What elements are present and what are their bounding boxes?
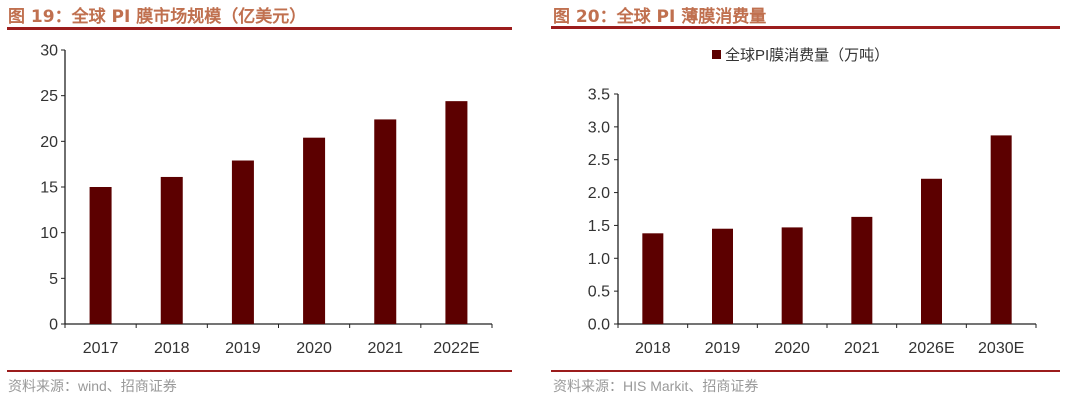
y-tick-label: 2.5 bbox=[588, 152, 610, 169]
x-tick-label: 2018 bbox=[635, 340, 671, 357]
figure-19-chart: 0 5 10 15 20 25 30 2017 2018 2019 2020 2021 2022E bbox=[40, 43, 493, 357]
x-tick-label: 2021 bbox=[844, 340, 880, 357]
title-rule bbox=[7, 27, 512, 30]
y-tick-label: 10 bbox=[40, 225, 58, 242]
figure-19-source: 资料来源：wind、招商证券 bbox=[8, 378, 177, 394]
bar-2018 bbox=[642, 233, 664, 324]
figure-19-title: 图 19：全球 PI 膜市场规模（亿美元） bbox=[8, 7, 307, 27]
x-tick-label: 2021 bbox=[367, 340, 403, 357]
y-tick-label: 0.5 bbox=[588, 284, 610, 301]
x-tick-label: 2019 bbox=[705, 340, 741, 357]
y-tick-label: 15 bbox=[40, 180, 58, 197]
bar-2030E bbox=[990, 135, 1012, 324]
bar-2021 bbox=[374, 119, 397, 324]
y-tick-label: 25 bbox=[40, 88, 58, 105]
x-tick-label: 2030E bbox=[978, 340, 1024, 357]
figure-20-title: 图 20：全球 PI 薄膜消费量 bbox=[553, 7, 767, 27]
bar-2017 bbox=[89, 187, 112, 324]
x-tick-label: 2020 bbox=[296, 340, 332, 357]
y-tick-label: 3.5 bbox=[588, 87, 610, 104]
x-tick-label: 2019 bbox=[225, 340, 261, 357]
x-tick-label: 2017 bbox=[83, 340, 119, 357]
figure-19-panel: 图 19：全球 PI 膜市场规模（亿美元） 0 5 10 15 20 25 30 2017 20… bbox=[7, 7, 512, 394]
y-tick-label: 2.0 bbox=[588, 185, 610, 202]
bar-2018 bbox=[160, 176, 183, 324]
bar-2019 bbox=[231, 160, 254, 324]
bar-2020 bbox=[303, 137, 326, 324]
bar-2019 bbox=[712, 228, 733, 324]
legend-swatch bbox=[712, 50, 721, 59]
bar-2020 bbox=[781, 227, 803, 324]
bar-2022E bbox=[445, 101, 468, 324]
y-tick-label: 1.0 bbox=[588, 251, 610, 268]
y-tick-label: 0.0 bbox=[588, 317, 610, 334]
y-tick-label: 30 bbox=[40, 43, 58, 60]
x-tick-label: 2026E bbox=[908, 340, 954, 357]
bar-2026E bbox=[921, 178, 942, 324]
y-tick-label: 20 bbox=[40, 134, 58, 151]
figure-20-panel: 图 20：全球 PI 薄膜消费量 0.0 0.5 1.0 1.5 2.0 2.5 3.0 3.… bbox=[540, 0, 1080, 408]
bar-2021 bbox=[851, 216, 873, 324]
source-rule bbox=[7, 370, 512, 372]
x-tick-label: 2022E bbox=[433, 340, 479, 357]
figure-20-source: 资料来源：HIS Markit、招商证券 bbox=[553, 378, 759, 394]
figure-20-chart: 0.0 0.5 1.0 1.5 2.0 2.5 3.0 3.5 2018 2019 2020 2021… bbox=[588, 46, 1037, 357]
x-tick-label: 2020 bbox=[774, 340, 810, 357]
title-rule bbox=[551, 26, 1060, 29]
y-tick-label: 1.5 bbox=[588, 218, 610, 235]
y-tick-label: 3.0 bbox=[588, 119, 610, 136]
x-tick-label: 2018 bbox=[154, 340, 190, 357]
y-tick-label: 0 bbox=[49, 317, 58, 334]
legend-label: 全球PI膜消费量（万吨） bbox=[725, 46, 889, 64]
y-tick-label: 5 bbox=[49, 271, 58, 288]
source-rule bbox=[551, 370, 1060, 372]
